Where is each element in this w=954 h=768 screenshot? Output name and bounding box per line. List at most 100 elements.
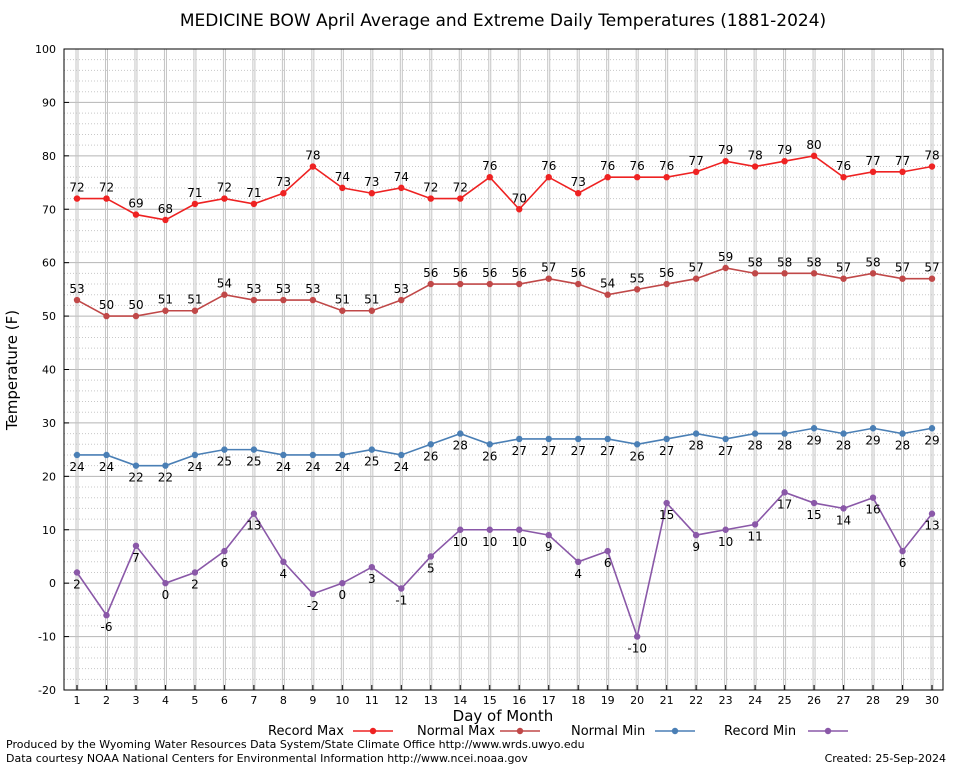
data-label: 58 [747, 255, 762, 269]
data-point [398, 585, 405, 592]
data-label: 10 [718, 535, 733, 549]
y-tick-label: 0 [49, 577, 56, 590]
data-point [73, 296, 81, 304]
x-tick-label: 16 [512, 694, 526, 707]
data-point [722, 264, 729, 272]
data-point [633, 633, 641, 640]
data-label: 56 [571, 266, 586, 280]
x-tick-label: 15 [483, 694, 497, 707]
data-point [869, 270, 877, 277]
x-tick-label: 1 [74, 694, 81, 707]
data-point [840, 275, 847, 282]
data-label: 6 [221, 556, 229, 570]
x-tick-label: 23 [719, 694, 733, 707]
y-tick-label: 50 [42, 310, 56, 323]
data-label: 53 [246, 282, 261, 296]
data-point [575, 280, 582, 288]
data-label: 77 [895, 154, 910, 168]
data-label: 56 [423, 266, 438, 280]
data-point [751, 270, 759, 277]
data-point [339, 579, 346, 587]
data-point [604, 174, 611, 181]
data-label: 78 [924, 149, 939, 163]
data-point [840, 430, 847, 437]
data-label: 17 [777, 497, 792, 511]
x-tick-label: 24 [748, 694, 762, 707]
data-label: -6 [100, 620, 112, 634]
data-point [869, 168, 877, 176]
x-tick-label: 11 [365, 694, 379, 707]
data-label: 56 [512, 266, 527, 280]
data-label: 27 [659, 444, 674, 458]
data-point [722, 526, 729, 533]
data-point [221, 195, 228, 202]
data-label: 13 [246, 519, 261, 533]
data-label: 9 [692, 540, 700, 554]
data-label: 59 [718, 250, 733, 264]
x-tick-label: 9 [309, 694, 316, 707]
data-point [781, 157, 788, 165]
series-line [77, 427, 933, 467]
data-point [633, 174, 641, 181]
data-label: 76 [541, 159, 556, 173]
data-label: 7 [132, 551, 140, 565]
data-point [191, 569, 199, 576]
data-point [191, 307, 199, 314]
data-label: 79 [718, 143, 733, 157]
grid [64, 48, 943, 691]
data-label: 25 [364, 455, 379, 469]
data-label: 6 [604, 556, 612, 570]
data-label: 72 [69, 181, 84, 195]
data-label: 11 [747, 529, 762, 543]
data-point [692, 168, 700, 176]
data-point [162, 579, 169, 587]
x-tick-label: 2 [103, 694, 110, 707]
x-tick-label: 25 [778, 694, 792, 707]
data-point [103, 312, 110, 320]
data-point [457, 430, 464, 437]
data-label: 57 [895, 261, 910, 275]
x-tick-label: 21 [660, 694, 674, 707]
data-point [928, 425, 936, 432]
data-label: 15 [806, 508, 821, 522]
data-label: 72 [99, 181, 114, 195]
data-label: 22 [128, 471, 143, 485]
data-label: 58 [777, 255, 792, 269]
data-label: 77 [688, 154, 703, 168]
data-label: 0 [339, 588, 347, 602]
data-point [427, 441, 434, 448]
legend-label: Record Max [268, 724, 344, 739]
data-label: 57 [924, 261, 939, 275]
data-label: 24 [187, 460, 202, 474]
data-point [486, 174, 493, 181]
data-label: 56 [659, 266, 674, 280]
data-label: 28 [895, 439, 910, 453]
chart-title: MEDICINE BOW April Average and Extreme D… [180, 11, 826, 31]
data-point [751, 521, 759, 528]
x-tick-label: 20 [630, 694, 644, 707]
data-point [427, 280, 434, 288]
data-label: 24 [276, 460, 291, 474]
data-point [280, 558, 287, 565]
data-label: 26 [482, 449, 497, 463]
data-point [191, 200, 199, 208]
data-label: 73 [364, 175, 379, 189]
footer-credit-line-2: Data courtesy NOAA National Centers for … [6, 752, 528, 765]
x-tick-label: 28 [866, 694, 880, 707]
data-label: 28 [777, 439, 792, 453]
data-label: 53 [276, 282, 291, 296]
x-tick-label: 10 [335, 694, 349, 707]
data-label: 28 [688, 439, 703, 453]
data-point [250, 446, 258, 453]
data-point [781, 430, 788, 437]
data-label: 22 [158, 471, 173, 485]
y-tick-label: 10 [42, 524, 56, 537]
data-point [339, 451, 346, 459]
data-point [928, 510, 936, 517]
data-point [899, 275, 906, 282]
data-label: 80 [806, 138, 821, 152]
data-point [103, 195, 110, 202]
data-label: 69 [128, 197, 143, 211]
